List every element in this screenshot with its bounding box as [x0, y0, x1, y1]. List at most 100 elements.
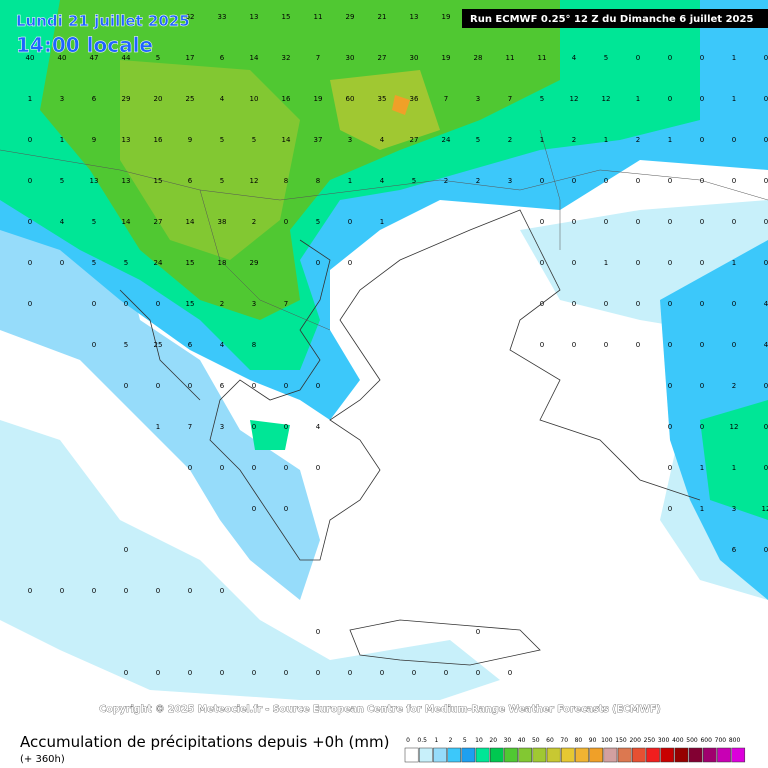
grid-value: 40 — [58, 54, 67, 62]
grid-value: 0 — [252, 382, 256, 390]
grid-value: 27 — [154, 218, 163, 226]
grid-value: 0 — [348, 218, 352, 226]
grid-value: 0 — [540, 177, 544, 185]
grid-value: 24 — [154, 259, 163, 267]
grid-value: 5 — [124, 341, 128, 349]
legend-swatch — [404, 747, 419, 763]
grid-value: 7 — [188, 423, 192, 431]
grid-value: 0 — [220, 587, 224, 595]
grid-value: 4 — [764, 341, 768, 349]
grid-value: 0 — [668, 95, 672, 103]
grid-value: 0 — [732, 177, 736, 185]
grid-value: 0 — [636, 341, 640, 349]
grid-value: 4 — [220, 341, 225, 349]
grid-value: 0 — [764, 423, 768, 431]
grid-value: 0 — [700, 218, 704, 226]
legend-swatch — [532, 747, 547, 763]
grid-value: 0 — [732, 341, 736, 349]
grid-value: 3 — [60, 95, 64, 103]
grid-value: 1 — [604, 259, 608, 267]
grid-value: 0 — [572, 341, 576, 349]
grid-value: 29 — [250, 259, 259, 267]
grid-value: 1 — [380, 218, 384, 226]
grid-value: 5 — [252, 136, 256, 144]
legend-level: 1 — [434, 737, 438, 744]
legend-swatch — [504, 747, 518, 763]
grid-value: 1 — [60, 136, 64, 144]
grid-value: 6 — [732, 546, 737, 554]
legend-level: 700 — [715, 737, 727, 744]
copyright: Copyright © 2025 Meteociel.fr - Source E… — [99, 704, 660, 715]
grid-value: 0 — [668, 259, 672, 267]
grid-value: 0 — [604, 177, 608, 185]
legend-swatch — [617, 747, 632, 763]
legend-swatch — [433, 747, 447, 763]
grid-value: 0 — [572, 259, 576, 267]
legend-swatch — [461, 747, 476, 763]
grid-value: 0 — [188, 464, 192, 472]
legend-swatch — [603, 747, 618, 763]
grid-value: 0 — [348, 669, 352, 677]
grid-value: 0 — [732, 136, 736, 144]
grid-value: 0 — [668, 218, 672, 226]
grid-value: 0 — [220, 464, 224, 472]
grid-value: 0 — [28, 218, 32, 226]
grid-value: 0 — [636, 177, 640, 185]
grid-value: 1 — [156, 423, 160, 431]
legend-level: 2 — [449, 737, 453, 744]
legend-level: 250 — [644, 737, 656, 744]
grid-value: 19 — [442, 54, 451, 62]
legend-level: 150 — [615, 737, 627, 744]
grid-value: 0 — [604, 300, 608, 308]
grid-value: 11 — [538, 54, 547, 62]
grid-value: 0 — [764, 54, 768, 62]
grid-value: 17 — [186, 54, 195, 62]
grid-value: 2 — [444, 177, 448, 185]
grid-value: 14 — [186, 218, 195, 226]
grid-value: 5 — [60, 177, 64, 185]
grid-value: 2 — [252, 218, 256, 226]
grid-value: 0 — [60, 259, 64, 267]
legend-swatch — [589, 747, 604, 763]
grid-value: 0 — [540, 259, 544, 267]
grid-value: 0 — [156, 300, 160, 308]
grid-value: 2 — [572, 136, 576, 144]
grid-value: 12 — [602, 95, 611, 103]
grid-value: 7 — [508, 95, 512, 103]
legend-level: 200 — [629, 737, 641, 744]
grid-value: 0 — [572, 218, 576, 226]
legend-level: 30 — [504, 737, 512, 744]
legend-swatch — [560, 747, 575, 763]
legend-level: 5 — [463, 737, 467, 744]
grid-value: 4 — [220, 95, 225, 103]
legend-level: 40 — [518, 737, 526, 744]
grid-value: 0 — [572, 300, 576, 308]
grid-value: 0 — [604, 341, 608, 349]
grid-value: 0 — [764, 464, 768, 472]
grid-value: 13 — [410, 13, 419, 21]
grid-value: 1 — [28, 95, 32, 103]
grid-value: 0 — [700, 177, 704, 185]
grid-value: 6 — [220, 54, 225, 62]
grid-value: 0 — [540, 300, 544, 308]
forecast-date: Lundi 21 juillet 2025 — [16, 12, 190, 30]
legend-level: 300 — [658, 737, 670, 744]
legend-swatch — [418, 747, 433, 763]
grid-value: 3 — [508, 177, 512, 185]
grid-value: 6 — [220, 382, 225, 390]
grid-value: 0 — [124, 669, 128, 677]
grid-value: 0 — [476, 669, 480, 677]
grid-value: 0 — [668, 423, 672, 431]
grid-value: 0 — [316, 628, 320, 636]
grid-value: 0 — [348, 259, 352, 267]
grid-value: 0 — [636, 259, 640, 267]
grid-value: 0 — [316, 382, 320, 390]
grid-value: 30 — [346, 54, 355, 62]
grid-value: 0 — [188, 382, 192, 390]
grid-value: 20 — [154, 95, 163, 103]
grid-value: 11 — [506, 54, 515, 62]
grid-value: 0 — [732, 218, 736, 226]
